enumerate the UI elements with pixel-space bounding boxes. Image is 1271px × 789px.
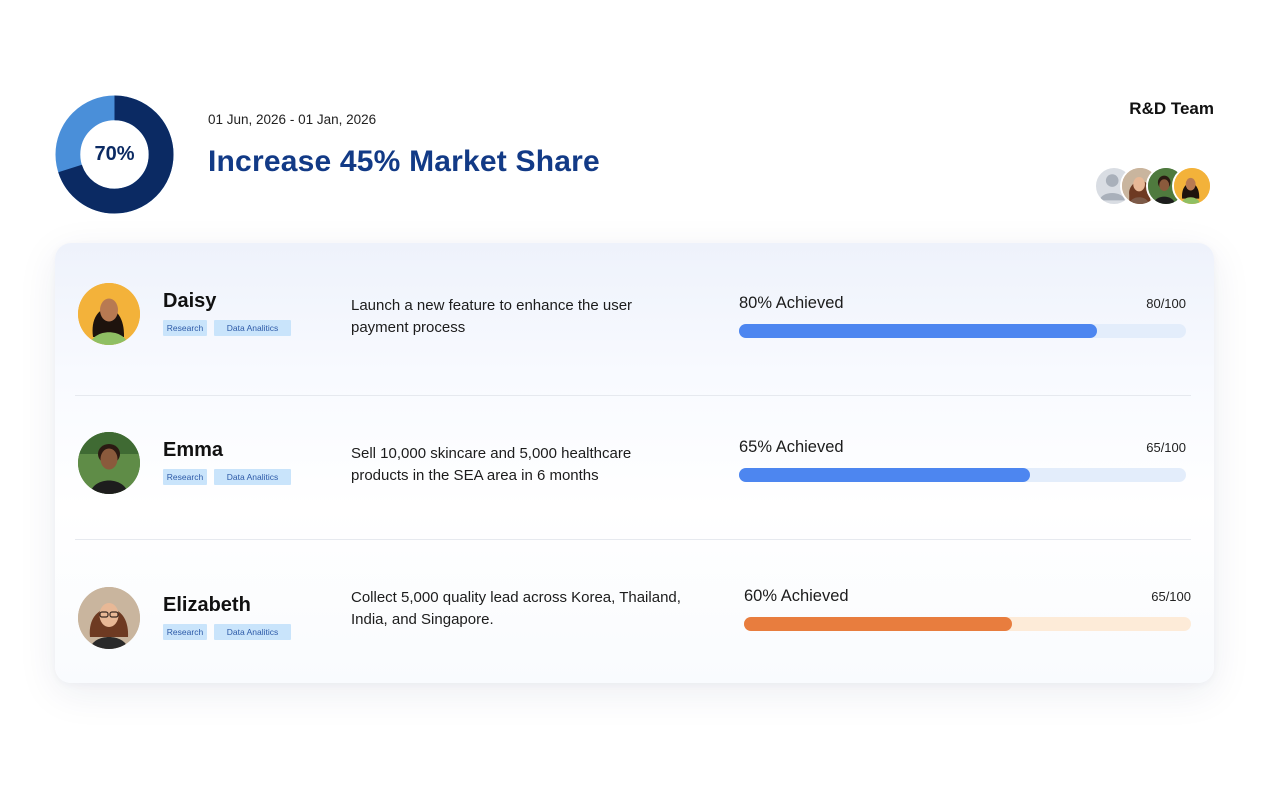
achieved-label: 80% Achieved <box>739 294 844 312</box>
achieved-label: 65% Achieved <box>739 438 844 456</box>
progress-track <box>744 617 1191 631</box>
objective-title: Increase 45% Market Share <box>208 145 600 178</box>
avatar[interactable] <box>1172 166 1212 206</box>
task-description: Collect 5,000 quality lead across Korea,… <box>351 589 681 628</box>
tag-data-analytics: Data Analitics <box>214 624 291 640</box>
score: 65/100 <box>1146 440 1186 455</box>
progress-fill <box>739 468 1030 482</box>
member-name: Elizabeth <box>163 594 251 616</box>
row-divider <box>75 539 1191 540</box>
avatar-daisy <box>78 283 140 345</box>
member-name: Emma <box>163 439 224 461</box>
achieved-label: 60% Achieved <box>744 587 849 605</box>
progress-track <box>739 468 1186 482</box>
date-range: 01 Jun, 2026 - 01 Jan, 2026 <box>208 112 377 127</box>
score: 80/100 <box>1146 296 1186 311</box>
avatar-emma <box>78 432 140 494</box>
row-divider <box>75 395 1191 396</box>
tag-research: Research <box>163 624 207 640</box>
team-name: R&D Team <box>1129 99 1214 118</box>
member-name: Daisy <box>163 290 217 312</box>
progress-track <box>739 324 1186 338</box>
donut-percent-label: 70% <box>94 143 135 165</box>
team-avatar-stack[interactable] <box>1094 166 1214 206</box>
tag-data-analytics: Data Analitics <box>214 320 291 336</box>
task-description: Sell 10,000 skincare and 5,000 healthcar… <box>351 445 632 484</box>
score: 65/100 <box>1151 589 1191 604</box>
avatar-elizabeth <box>78 587 140 649</box>
progress-donut: 70% <box>55 95 174 214</box>
progress-fill <box>744 617 1013 631</box>
tag-research: Research <box>163 469 207 485</box>
tag-data-analytics: Data Analitics <box>214 469 291 485</box>
progress-fill <box>739 324 1097 338</box>
task-description: Launch a new feature to enhance the user… <box>351 297 633 336</box>
tag-research: Research <box>163 320 207 336</box>
member-progress-card <box>55 243 1214 683</box>
